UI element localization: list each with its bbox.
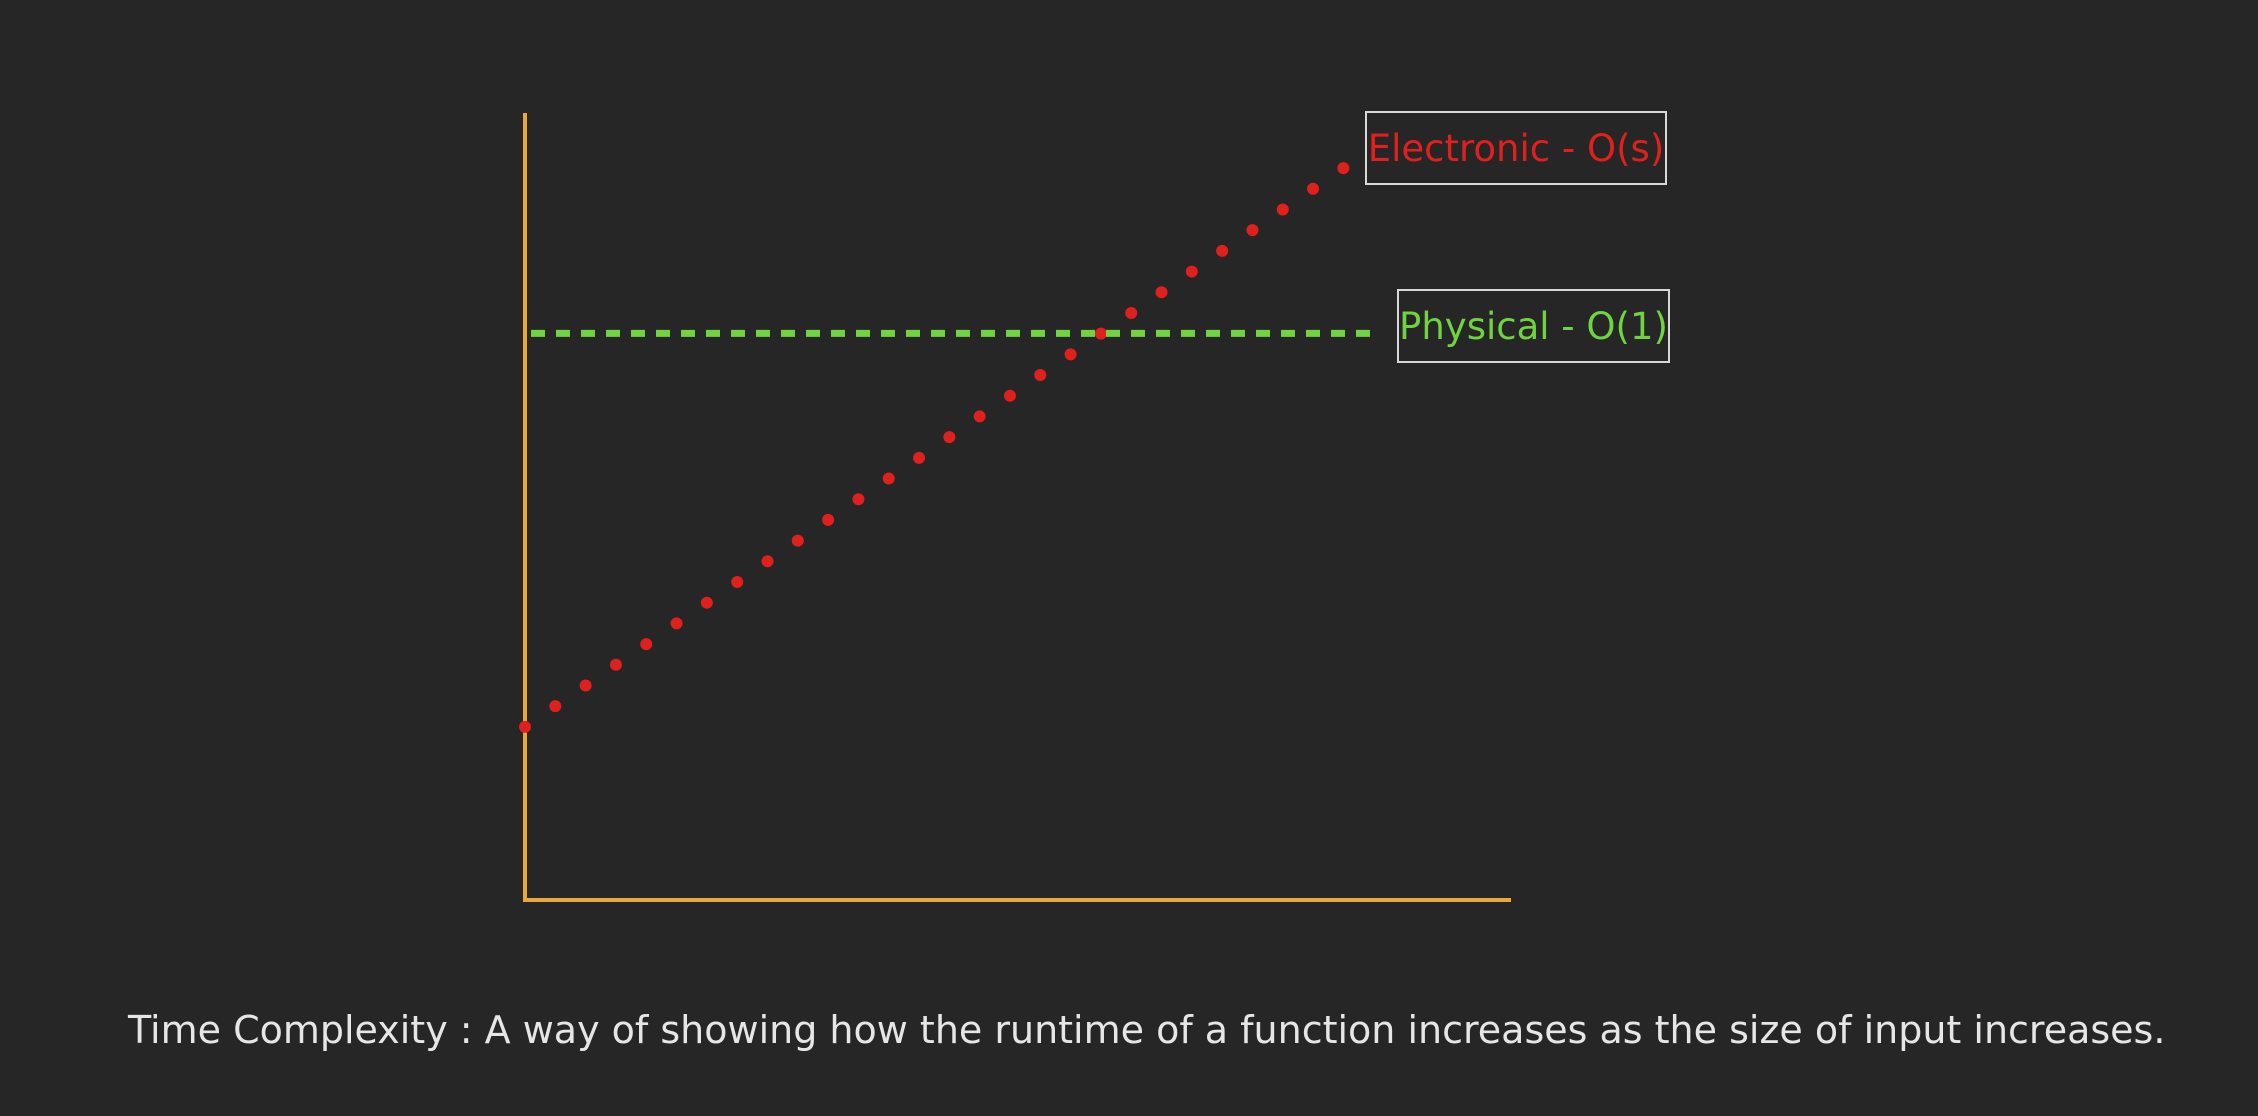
series-electronic-point — [943, 431, 956, 444]
series-electronic-point — [1216, 244, 1229, 257]
legend-electronic: Electronic - O(s) — [1365, 111, 1667, 185]
series-layer — [519, 162, 1373, 733]
series-electronic-point — [791, 534, 804, 547]
series-electronic-point — [1155, 286, 1168, 299]
legend-electronic-label: Electronic - O(s) — [1367, 126, 1665, 170]
series-electronic-point — [1307, 182, 1320, 195]
series-electronic-point — [640, 638, 653, 651]
caption-text: Time Complexity : A way of showing how t… — [128, 1008, 2166, 1052]
series-electronic-line — [519, 162, 1350, 733]
series-electronic-point — [1003, 389, 1016, 402]
series-electronic-point — [1094, 327, 1107, 340]
legend-physical-label: Physical - O(1) — [1399, 304, 1668, 348]
series-electronic-point — [579, 679, 592, 692]
series-electronic-point — [1246, 224, 1259, 237]
series-electronic-point — [1276, 203, 1289, 216]
series-electronic-point — [700, 596, 713, 609]
series-electronic-point — [822, 513, 835, 526]
series-electronic-point — [1034, 369, 1047, 382]
series-electronic-point — [1064, 348, 1077, 361]
series-electronic-point — [761, 555, 774, 568]
series-electronic-point — [852, 493, 865, 506]
series-electronic-point — [1185, 265, 1198, 278]
series-electronic-point — [519, 720, 531, 733]
legend-physical: Physical - O(1) — [1397, 289, 1670, 363]
series-electronic-point — [913, 451, 926, 464]
series-electronic-point — [1125, 306, 1138, 319]
series-electronic-point — [1337, 162, 1350, 175]
series-electronic-point — [731, 575, 744, 588]
series-electronic-point — [973, 410, 986, 423]
series-electronic-point — [609, 658, 622, 671]
series-electronic-point — [882, 472, 895, 485]
series-electronic-point — [670, 617, 683, 630]
series-electronic-point — [549, 700, 562, 713]
